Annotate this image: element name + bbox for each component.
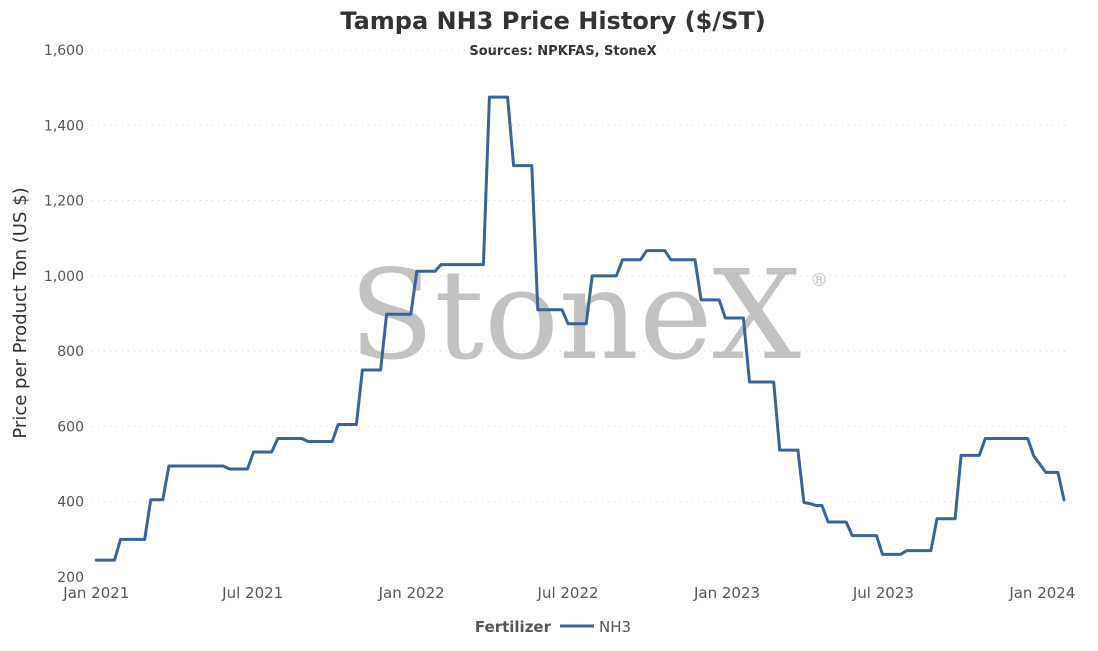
- series-group: [94, 95, 1066, 562]
- legend[interactable]: Fertilizer NH3: [475, 618, 631, 636]
- y-tick-label: 800: [57, 344, 84, 360]
- x-axis-ticks: Jan 2021 Jul 2021 Jan 2022 Jul 2022 Jan 2023…: [62, 584, 1075, 602]
- y-axis-ticks: 200 400 600 800 1,000 1,200 1,400 1,600: [44, 43, 84, 586]
- chart-title: Tampa NH3 Price History ($/ST): [340, 7, 765, 35]
- series-line-nh3[interactable]: [94, 95, 1066, 562]
- y-tick-label: 1,600: [44, 43, 84, 59]
- y-axis-label: Price per Product Ton (US $): [10, 187, 31, 438]
- chart-subtitle: Sources: NPKFAS, StoneX: [469, 44, 656, 59]
- watermark-text: StoneX: [349, 244, 801, 388]
- legend-title: Fertilizer: [475, 618, 552, 636]
- y-tick-label: 1,400: [44, 118, 84, 134]
- x-tick-label: Jan 2021: [62, 584, 129, 602]
- y-tick-label: 200: [57, 570, 84, 586]
- x-tick-label: Jan 2023: [693, 584, 760, 602]
- legend-item-nh3[interactable]: NH3: [599, 618, 631, 636]
- x-tick-label: Jan 2024: [1008, 584, 1075, 602]
- x-tick-label: Jan 2022: [378, 584, 445, 602]
- y-tick-label: 600: [57, 419, 84, 435]
- y-tick-label: 400: [57, 495, 84, 511]
- gridlines: [92, 49, 1070, 503]
- y-tick-label: 1,000: [44, 269, 84, 285]
- x-tick-label: Jul 2023: [852, 584, 914, 602]
- x-tick-label: Jul 2021: [221, 584, 283, 602]
- watermark-registered-mark: ®: [810, 270, 828, 291]
- y-tick-label: 1,200: [44, 194, 84, 210]
- x-tick-label: Jul 2022: [537, 584, 599, 602]
